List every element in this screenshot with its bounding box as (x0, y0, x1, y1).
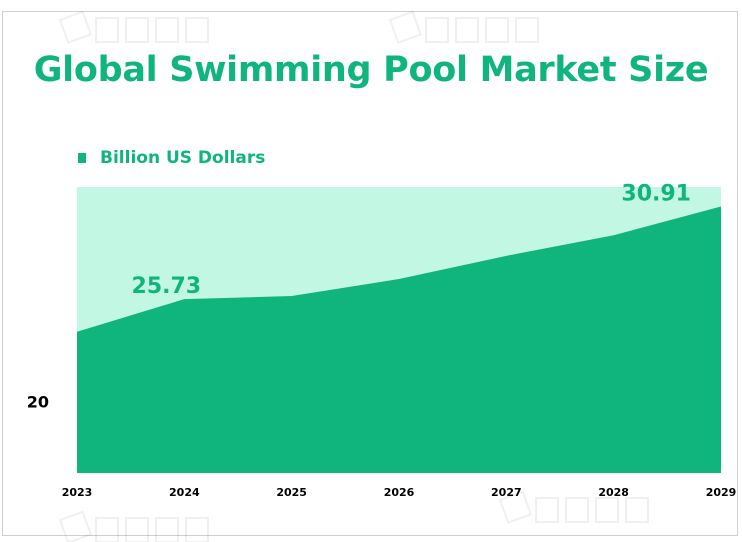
x-tick-label: 2024 (169, 486, 200, 499)
legend-label: Billion US Dollars (100, 148, 266, 168)
x-tick-label: 2026 (384, 486, 415, 499)
x-tick-label: 2023 (62, 486, 93, 499)
x-axis-ticks: 2023 2024 2025 2026 2027 2028 2029 (62, 486, 737, 499)
chart-frame (2, 11, 738, 536)
data-labels: 25.73 30.91 (132, 181, 691, 299)
legend: Billion US Dollars (78, 146, 265, 170)
x-tick-label: 2029 (706, 486, 737, 499)
x-tick-label: 2025 (276, 486, 307, 499)
x-tick-label: 2028 (598, 486, 629, 499)
y-tick-label: 20 (27, 393, 49, 412)
x-tick-label: 2027 (491, 486, 522, 499)
data-label: 30.91 (621, 181, 691, 206)
chart-title: Global Swimming Pool Market Size (33, 50, 709, 90)
data-label: 25.73 (132, 274, 202, 299)
series-area (77, 206, 721, 473)
y-axis-ticks: 20 (27, 393, 49, 412)
legend-swatch (78, 153, 86, 163)
